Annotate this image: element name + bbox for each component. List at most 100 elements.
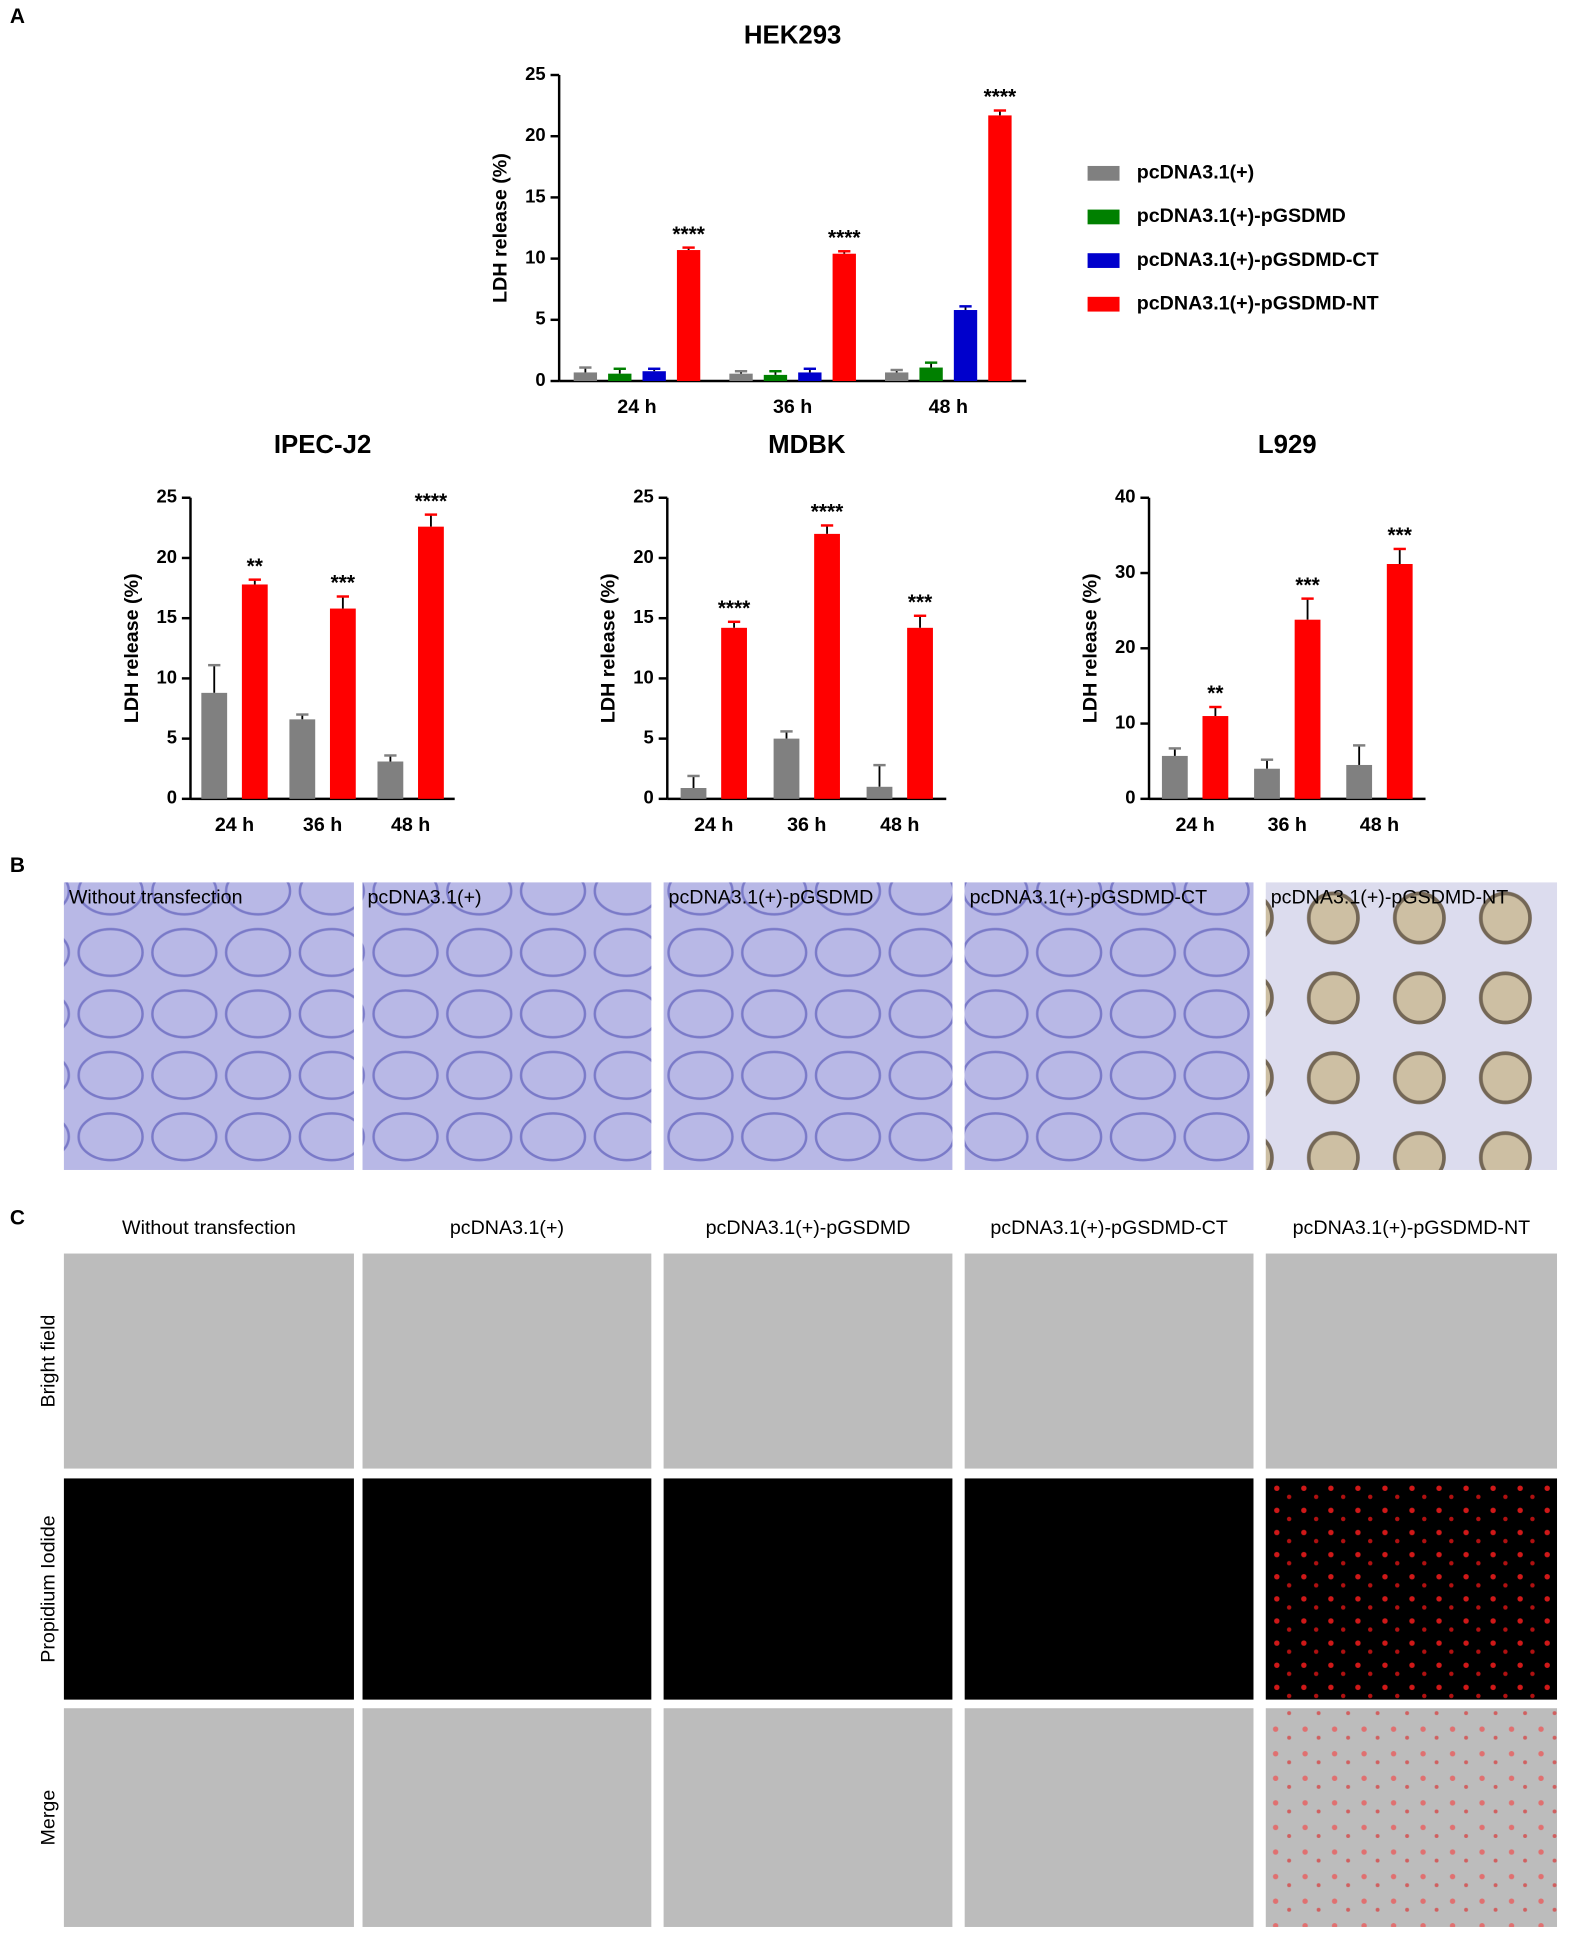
legend-swatch: [1087, 209, 1120, 225]
x-tick-label: 36 h: [303, 814, 342, 836]
y-tick-label: 25: [633, 486, 654, 507]
bar: [907, 627, 933, 799]
bar: [763, 374, 788, 382]
chart-title: MDBK: [768, 431, 846, 459]
bar: [721, 627, 747, 799]
significance-label: ****: [415, 490, 448, 513]
micrograph-label: pcDNA3.1(+)-pGSDMD-NT: [1271, 887, 1509, 909]
bar: [798, 372, 822, 382]
y-tick-label: 10: [633, 666, 654, 687]
y-axis-label: LDH release (%): [490, 153, 512, 303]
pi-signal: [1265, 1708, 1558, 1927]
bar: [866, 786, 893, 799]
fluorescence-image: [362, 1253, 652, 1469]
y-tick-label: 0: [1125, 787, 1135, 808]
chart-title: HEK293: [744, 22, 842, 50]
bar: [773, 738, 800, 799]
x-tick-label: 48 h: [929, 396, 968, 418]
bar: [241, 584, 268, 799]
micrograph-texture: [362, 882, 652, 1170]
y-tick-label: 0: [644, 787, 654, 808]
chart-title: IPEC-J2: [274, 431, 372, 459]
bar: [676, 250, 701, 382]
bar: [1254, 768, 1280, 799]
y-tick-label: 20: [156, 546, 177, 567]
fluorescence-image: [63, 1478, 354, 1700]
column-header: pcDNA3.1(+)-pGSDMD: [706, 1217, 911, 1239]
y-tick-label: 5: [167, 726, 177, 747]
y-tick-label: 20: [633, 546, 654, 567]
bar: [953, 310, 978, 382]
bar: [1202, 716, 1229, 799]
bar: [680, 787, 707, 799]
bar: [832, 253, 856, 382]
y-axis-label: LDH release (%): [1079, 573, 1101, 723]
fluorescence-image: [964, 1478, 1254, 1700]
x-tick-label: 36 h: [773, 396, 812, 418]
fluorescence-image: [63, 1708, 354, 1927]
legend-swatch: [1087, 165, 1120, 181]
micrograph-label: Without transfection: [69, 887, 243, 909]
x-tick-label: 24 h: [215, 814, 254, 836]
y-tick-label: 5: [535, 308, 545, 329]
y-tick-label: 25: [156, 486, 177, 507]
significance-label: ***: [908, 591, 933, 614]
y-axis-label: LDH release (%): [121, 573, 143, 723]
row-label: Bright field: [37, 1315, 59, 1408]
column-header: pcDNA3.1(+)-pGSDMD-CT: [990, 1217, 1228, 1239]
fluorescence-image: [63, 1253, 354, 1469]
x-tick-label: 48 h: [391, 814, 430, 836]
significance-label: ****: [672, 223, 705, 246]
row-label: Merge: [37, 1790, 59, 1846]
bar: [642, 371, 666, 382]
x-tick-label: 36 h: [787, 814, 826, 836]
column-header: Without transfection: [122, 1217, 296, 1239]
micrograph-texture: [1265, 882, 1558, 1170]
significance-label: ***: [1295, 574, 1320, 597]
significance-label: ****: [811, 501, 844, 524]
y-tick-label: 10: [1115, 711, 1136, 732]
x-tick-label: 36 h: [1268, 814, 1307, 836]
significance-label: **: [1207, 682, 1224, 705]
y-tick-label: 25: [525, 63, 546, 84]
bar: [919, 367, 943, 382]
panel-label: A: [10, 5, 25, 28]
bar: [418, 526, 444, 799]
panel-label: B: [10, 854, 25, 877]
panel-label: C: [10, 1207, 25, 1230]
fluorescence-image: [663, 1253, 953, 1469]
significance-label: ****: [718, 597, 751, 620]
micrograph-label: pcDNA3.1(+)-pGSDMD-CT: [970, 887, 1208, 909]
bar: [1161, 755, 1188, 799]
micrograph-texture: [663, 882, 953, 1170]
legend-label: pcDNA3.1(+): [1137, 162, 1254, 184]
y-tick-label: 10: [156, 666, 177, 687]
x-tick-label: 24 h: [1175, 814, 1214, 836]
bar: [1346, 764, 1373, 799]
y-tick-label: 15: [633, 606, 654, 627]
micrograph-texture: [63, 882, 354, 1170]
significance-label: ***: [1388, 524, 1413, 547]
x-tick-label: 24 h: [617, 396, 656, 418]
significance-label: ****: [984, 86, 1017, 109]
bar: [814, 533, 840, 799]
column-header: pcDNA3.1(+): [450, 1217, 564, 1239]
fluorescence-image: [1265, 1253, 1558, 1469]
y-tick-label: 0: [535, 369, 545, 390]
legend-swatch: [1087, 253, 1120, 268]
fluorescence-image: [663, 1478, 953, 1700]
x-tick-label: 48 h: [880, 814, 919, 836]
y-tick-label: 15: [156, 606, 177, 627]
bar: [729, 373, 753, 382]
fluorescence-image: [362, 1708, 652, 1927]
y-tick-label: 30: [1115, 561, 1136, 582]
legend-label: pcDNA3.1(+)-pGSDMD-CT: [1137, 249, 1379, 271]
significance-label: ***: [331, 572, 356, 595]
row-label: Propidium Iodide: [37, 1515, 59, 1663]
bar: [573, 372, 598, 382]
y-tick-label: 20: [1115, 636, 1136, 657]
legend-label: pcDNA3.1(+)-pGSDMD: [1137, 205, 1346, 227]
fluorescence-image: [964, 1708, 1254, 1927]
fluorescence-image: [663, 1708, 953, 1927]
